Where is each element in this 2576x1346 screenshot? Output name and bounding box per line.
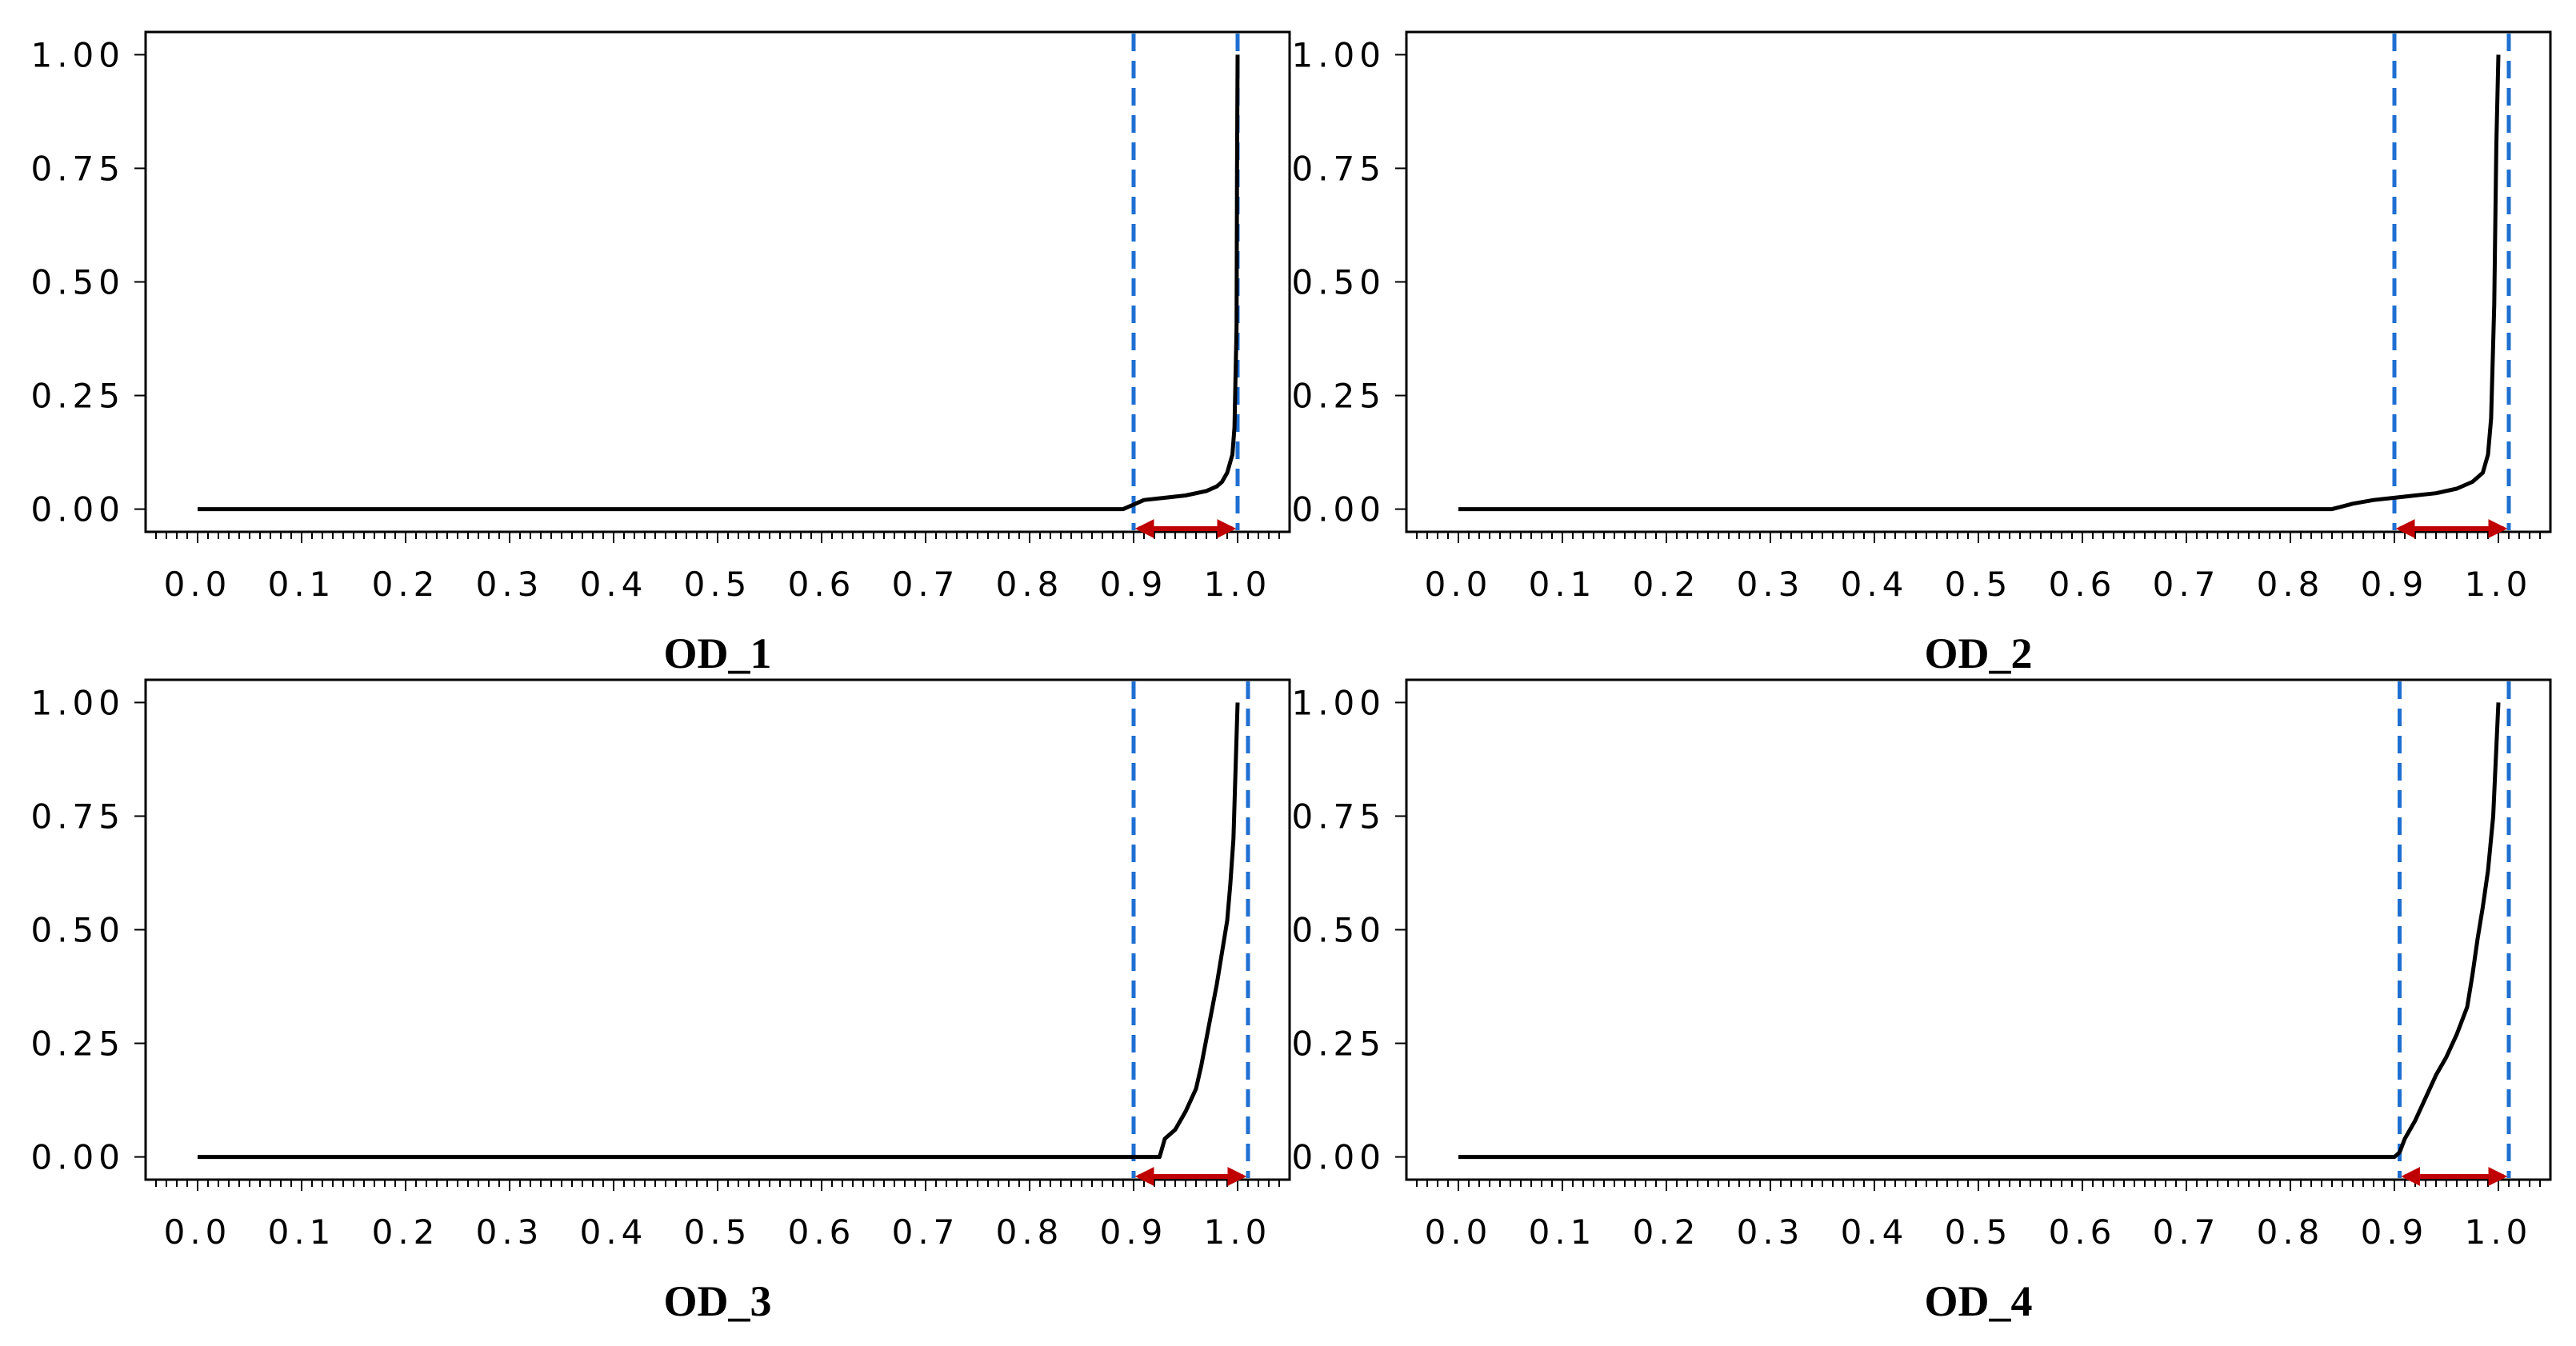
x-tick-label: 0.7 (892, 1212, 960, 1252)
y-tick-label: 0.00 (1291, 490, 1386, 529)
x-tick-label: 0.5 (1945, 1212, 2013, 1252)
y-tick-label: 0.50 (30, 263, 125, 302)
x-tick-label: 0.7 (2153, 565, 2221, 604)
x-tick-label: 0.3 (476, 565, 544, 604)
x-tick-label: 0.2 (372, 565, 440, 604)
x-tick-label: 0.2 (1633, 565, 1701, 604)
x-tick-label: 0.0 (1425, 1212, 1493, 1252)
x-tick-label: 0.6 (2049, 565, 2117, 604)
y-tick-label: 0.00 (1291, 1138, 1386, 1177)
x-tick-label: 0.6 (788, 565, 856, 604)
x-tick-label: 0.9 (2361, 1212, 2429, 1252)
x-tick-label: 0.5 (684, 1212, 752, 1252)
x-tick-label: 0.0 (164, 565, 232, 604)
y-tick-label: 1.00 (1291, 35, 1386, 74)
y-tick-label: 0.75 (1291, 797, 1386, 836)
y-tick-label: 0.25 (1291, 1024, 1386, 1064)
x-tick-label: 0.0 (164, 1212, 232, 1252)
x-tick-label: 0.4 (1841, 565, 1909, 604)
x-tick-label: 0.6 (788, 1212, 856, 1252)
panel-3: 0.0 0.1 0.2 0.3 0.4 0.5 0.6 0.7 0.8 0.9 1.0 0.00 0.2… (30, 678, 1291, 1325)
plot-frame (144, 678, 1291, 1181)
y-tick-label: 0.75 (1291, 149, 1386, 188)
x-tick-label: 0.3 (1737, 1212, 1805, 1252)
y-tick-label: 0.75 (30, 797, 125, 836)
y-tick-label: 0.00 (30, 1138, 125, 1177)
x-tick-label: 0.5 (1945, 565, 2013, 604)
y-tick-label: 1.00 (30, 683, 125, 722)
y-tick-label: 0.50 (30, 911, 125, 950)
plot-frame (1405, 30, 2552, 533)
panel-title: OD_2 (1925, 629, 2033, 677)
x-tick-label: 0.7 (2153, 1212, 2221, 1252)
panel-4: 0.0 0.1 0.2 0.3 0.4 0.5 0.6 0.7 0.8 0.9 1.0 0.00 0.2… (1291, 678, 2552, 1325)
x-tick-label: 1.0 (2465, 565, 2533, 604)
x-tick-label: 0.5 (684, 565, 752, 604)
x-tick-label: 0.8 (2257, 565, 2325, 604)
cdf-curve (198, 54, 1240, 512)
x-tick-label: 0.4 (580, 1212, 648, 1252)
x-tick-label: 1.0 (1204, 1212, 1272, 1252)
plot-frame (1405, 678, 2552, 1181)
panel-2: 0.0 0.1 0.2 0.3 0.4 0.5 0.6 0.7 0.8 0.9 1.0 0.00 0.2… (1291, 30, 2552, 677)
x-tick-label: 0.7 (892, 565, 960, 604)
y-tick-label: 1.00 (30, 35, 125, 74)
cdf-curve (198, 702, 1240, 1160)
x-tick-label: 0.3 (1737, 565, 1805, 604)
panel-title: OD_3 (664, 1277, 772, 1325)
y-tick-label: 0.50 (1291, 263, 1386, 302)
y-tick-label: 0.25 (30, 1024, 125, 1064)
x-tick-label: 0.8 (996, 1212, 1064, 1252)
panel-title: OD_4 (1925, 1277, 2033, 1325)
x-tick-label: 0.0 (1425, 565, 1493, 604)
x-tick-label: 0.1 (1529, 565, 1597, 604)
x-tick-label: 1.0 (1204, 565, 1272, 604)
y-tick-label: 0.00 (30, 490, 125, 529)
x-tick-label: 0.1 (268, 1212, 336, 1252)
cdf-curve (1458, 54, 2501, 512)
x-tick-label: 0.1 (1529, 1212, 1597, 1252)
x-tick-label: 0.9 (2361, 565, 2429, 604)
y-tick-label: 1.00 (1291, 683, 1386, 722)
x-tick-label: 0.4 (1841, 1212, 1909, 1252)
y-tick-label: 0.75 (30, 149, 125, 188)
x-tick-label: 1.0 (2465, 1212, 2533, 1252)
x-tick-label: 0.9 (1100, 1212, 1168, 1252)
x-tick-label: 0.4 (580, 565, 648, 604)
x-tick-label: 0.2 (372, 1212, 440, 1252)
cdf-curve (1458, 702, 2501, 1160)
panel-title: OD_1 (664, 629, 772, 677)
x-tick-label: 0.8 (2257, 1212, 2325, 1252)
x-tick-label: 0.1 (268, 565, 336, 604)
y-tick-label: 0.50 (1291, 911, 1386, 950)
x-tick-label: 0.6 (2049, 1212, 2117, 1252)
x-tick-label: 0.2 (1633, 1212, 1701, 1252)
x-tick-label: 0.3 (476, 1212, 544, 1252)
x-tick-label: 0.8 (996, 565, 1064, 604)
panel-1: 0.0 0.1 0.2 0.3 0.4 0.5 0.6 0.7 0.8 0.9 1.0 0.00 0.2… (30, 30, 1291, 677)
plot-frame (144, 30, 1291, 533)
x-tick-label: 0.9 (1100, 565, 1168, 604)
y-tick-label: 0.25 (1291, 377, 1386, 416)
y-tick-label: 0.25 (30, 377, 125, 416)
